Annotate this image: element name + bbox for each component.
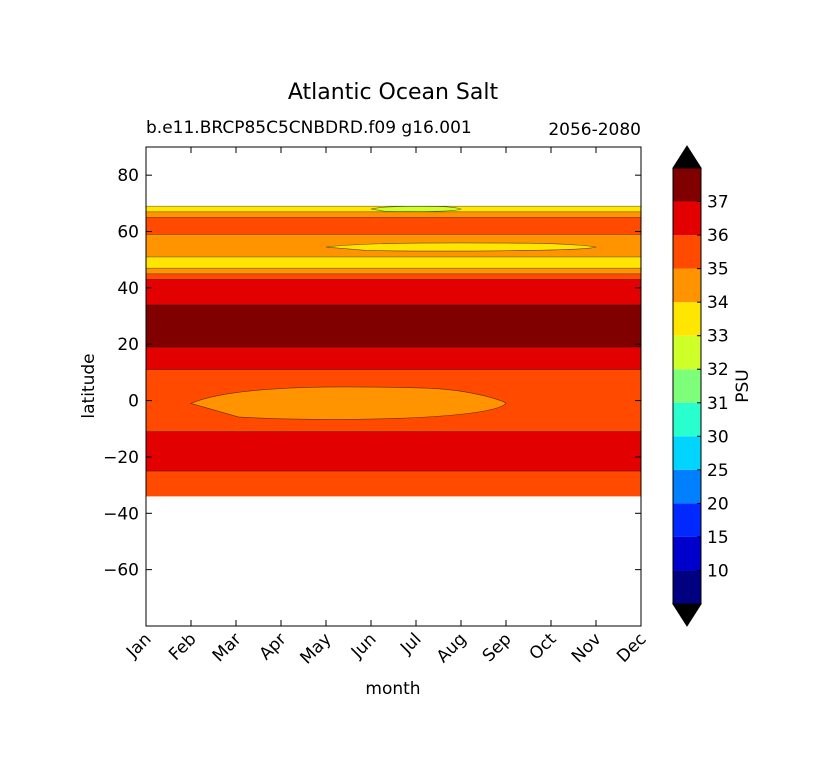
y-tick-label: 0 [128, 392, 139, 412]
contour-band-1 [146, 431, 641, 472]
contour-band-5 [146, 279, 641, 305]
y-tick-label: 20 [117, 335, 139, 355]
colorbar-segment [673, 570, 701, 604]
y-axis: −60 −40 −20 0 20 40 60 80 [103, 166, 641, 581]
colorbar-tick-label: 34 [707, 293, 729, 313]
colorbar-tick-label: 15 [707, 528, 729, 548]
contour-band-11 [146, 211, 641, 218]
colorbar-segment [673, 369, 701, 403]
colorbar-label: PSU [733, 369, 753, 403]
contour-band-6 [146, 273, 641, 280]
colorbar-segment [673, 268, 701, 303]
x-axis-label: month [365, 679, 420, 699]
colorbar-tick-label: 35 [707, 260, 729, 280]
colorbar-tick-label: 36 [707, 226, 729, 246]
colorbar-segment [673, 168, 701, 202]
colorbar-tick-label: 30 [707, 427, 729, 447]
contour-feature-1 [370, 205, 462, 212]
contour-band-8 [146, 256, 641, 269]
colorbar-segment [673, 302, 701, 336]
contour-band-3 [146, 347, 641, 370]
chart-subtitle-years: 2056-2080 [548, 120, 641, 140]
x-tick-label: Feb [165, 629, 200, 664]
contour-band-4 [146, 304, 641, 348]
chart-title: Atlantic Ocean Salt [288, 80, 499, 105]
plot-area [145, 146, 642, 627]
colorbar-tick-label: 25 [707, 461, 729, 481]
x-tick-label: Jan [122, 629, 155, 662]
x-tick-label: Jul [396, 629, 425, 658]
colorbar-segment [673, 235, 701, 269]
x-tick-label: Sep [479, 629, 516, 666]
colorbar-segment [673, 201, 701, 236]
colorbar-segment [673, 335, 701, 370]
plot-frame [145, 146, 642, 627]
colorbar-frame [672, 167, 702, 605]
colorbar-segment [673, 402, 701, 437]
contour-band-7 [146, 268, 641, 274]
colorbar-tick-label: 31 [707, 394, 729, 414]
colorbar-extend-over [672, 145, 702, 169]
y-axis-label: latitude [79, 353, 99, 418]
x-tick-label: Mar [209, 629, 246, 666]
colorbar-segment [673, 436, 701, 470]
x-tick-label: Apr [256, 629, 291, 664]
colorbar: 10 15 20 25 30 31 32 33 34 35 36 37 [672, 145, 729, 627]
chart-subtitle-run: b.e11.BRCP85C5CNBDRD.f09 g16.001 [146, 118, 472, 138]
x-tick-label: Jun [347, 629, 381, 663]
colorbar-tick-label: 10 [707, 561, 729, 581]
x-tick-label: Oct [526, 629, 561, 664]
contour-band-10 [146, 217, 641, 235]
colorbar-segment [673, 503, 701, 537]
colorbar-tick-label: 33 [707, 327, 729, 347]
colorbar-segment [673, 469, 701, 504]
x-tick-label: Dec [613, 629, 650, 666]
x-tick-label: Nov [568, 629, 606, 667]
x-tick-label: May [297, 629, 336, 668]
x-tick-label: Aug [433, 629, 471, 667]
y-tick-label: −20 [103, 448, 139, 468]
colorbar-tick-label: 37 [707, 193, 729, 213]
y-tick-label: 60 [117, 223, 139, 243]
colorbar-extend-under [672, 603, 702, 627]
colorbar-tick-label: 32 [707, 360, 729, 380]
contour-band-0 [146, 471, 641, 497]
contour-feature-2 [325, 242, 597, 252]
colorbar-segment [673, 536, 701, 571]
y-tick-label: −40 [103, 504, 139, 524]
y-tick-label: 80 [117, 166, 139, 186]
y-tick-label: −60 [103, 561, 139, 581]
colorbar-tick-label: 20 [707, 494, 729, 514]
y-tick-label: 40 [117, 279, 139, 299]
contour-feature-0 [190, 386, 507, 420]
